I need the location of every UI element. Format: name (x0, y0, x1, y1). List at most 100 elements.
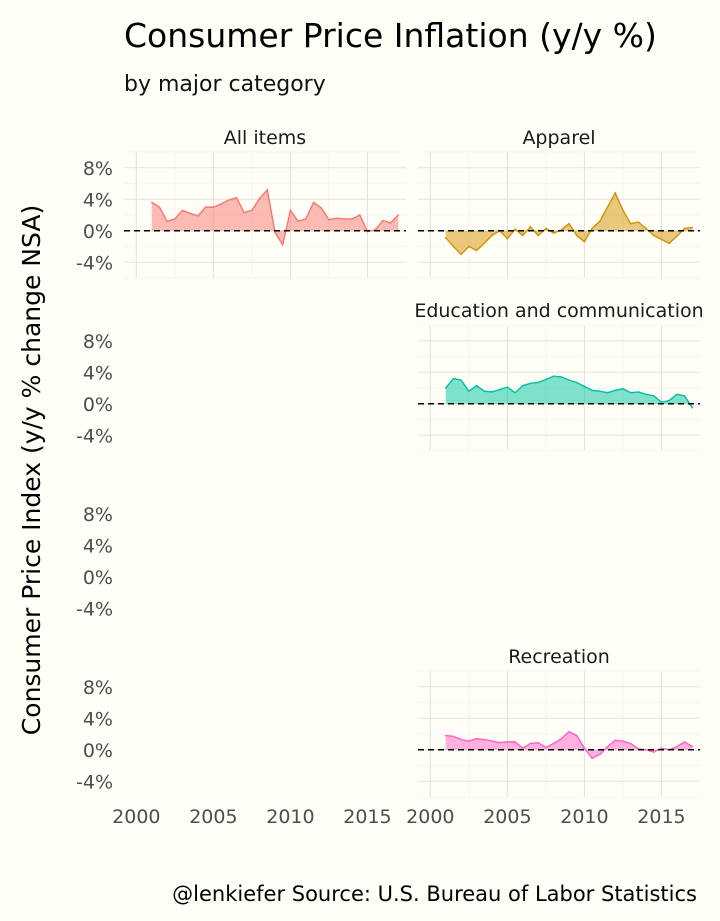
y-tick-label: 8% (83, 677, 113, 699)
data-point (691, 406, 694, 409)
data-point (158, 206, 161, 208)
data-point (297, 220, 299, 223)
data-point (668, 399, 670, 402)
y-tick-label: 8% (83, 331, 113, 353)
data-point (498, 388, 501, 391)
data-point (660, 401, 663, 403)
data-point (614, 192, 617, 194)
data-point (475, 737, 478, 740)
data-point (591, 389, 593, 392)
data-point (204, 206, 207, 208)
data-point (668, 242, 670, 245)
chart-caption: @lenkiefer Source: U.S. Bureau of Labor … (172, 882, 697, 906)
data-point (521, 234, 524, 237)
data-point (460, 738, 462, 741)
data-point (537, 234, 539, 237)
data-point (506, 386, 509, 389)
data-point (537, 741, 539, 744)
data-point (452, 735, 455, 738)
y-tick-label: 8% (83, 158, 113, 180)
y-tick-label: -4% (76, 425, 113, 447)
data-point (320, 207, 323, 209)
data-point (652, 751, 655, 753)
facet-panels: All items Apparel Education and communicat… (124, 127, 704, 798)
panel-all-items: All items (124, 127, 406, 279)
panel-education-and-communication: Education and communication (414, 300, 704, 452)
data-point (614, 389, 617, 392)
data-point (583, 747, 586, 749)
x-tick-label: 2015 (343, 806, 391, 828)
panel-recreation: Recreation (418, 646, 700, 798)
data-point (683, 227, 686, 230)
data-point (197, 214, 199, 217)
data-point (251, 209, 253, 212)
y-tick-label: 0% (83, 567, 113, 589)
data-point (575, 381, 578, 384)
data-point (637, 391, 640, 393)
data-point (166, 220, 168, 223)
data-point (568, 379, 570, 381)
panel-label-education-and-communication: Education and communication (414, 300, 703, 322)
data-point (622, 209, 624, 212)
data-point (483, 390, 486, 392)
x-tick-label: 2000 (112, 806, 160, 828)
data-point (514, 391, 516, 394)
x-tick-label: 2005 (483, 806, 531, 828)
y-tick-label: 0% (83, 394, 113, 416)
data-point (514, 228, 516, 230)
data-point (645, 393, 647, 396)
data-point (676, 393, 678, 396)
data-point (452, 245, 455, 248)
y-axis-label: Consumer Price Index (y/y % change NSA) (17, 205, 46, 735)
panel-label-apparel: Apparel (522, 127, 595, 149)
data-point (358, 214, 361, 216)
data-point (468, 390, 470, 392)
data-point (274, 231, 276, 234)
data-point (599, 220, 601, 223)
x-tick-label: 2000 (406, 806, 454, 828)
data-point (521, 384, 524, 387)
data-point (475, 384, 478, 387)
data-point (281, 244, 284, 246)
data-point (312, 201, 315, 204)
data-point (629, 391, 632, 394)
panel-label-all-items: All items (224, 127, 306, 149)
data-point (514, 741, 516, 743)
data-point (498, 741, 501, 744)
data-point (606, 391, 609, 394)
data-point (606, 206, 609, 208)
data-point (212, 206, 215, 208)
data-point (521, 747, 524, 749)
y-tick-label: 4% (83, 535, 113, 557)
data-point (560, 737, 563, 740)
data-point (691, 745, 694, 748)
data-point (552, 375, 555, 377)
data-point (683, 741, 686, 743)
data-point (227, 199, 230, 201)
data-point (676, 235, 678, 238)
data-point (622, 387, 624, 390)
data-point (537, 381, 539, 384)
data-point (444, 237, 447, 239)
data-point (583, 385, 586, 388)
y-tick-label: -4% (76, 598, 113, 620)
data-point (591, 227, 593, 230)
data-point (529, 742, 532, 745)
data-point (652, 395, 655, 397)
data-point (181, 209, 184, 212)
data-point (599, 390, 601, 392)
data-point (552, 232, 555, 234)
data-point (389, 222, 392, 224)
y-tick-label: -4% (76, 771, 113, 793)
data-point (266, 189, 269, 191)
data-point (351, 218, 353, 220)
data-point (622, 740, 624, 742)
data-point (444, 734, 447, 737)
data-point (468, 245, 470, 248)
data-point (328, 218, 330, 221)
data-point (629, 742, 632, 745)
data-point (637, 221, 640, 223)
data-point (545, 378, 547, 381)
data-point (645, 748, 647, 751)
data-point (335, 217, 338, 219)
